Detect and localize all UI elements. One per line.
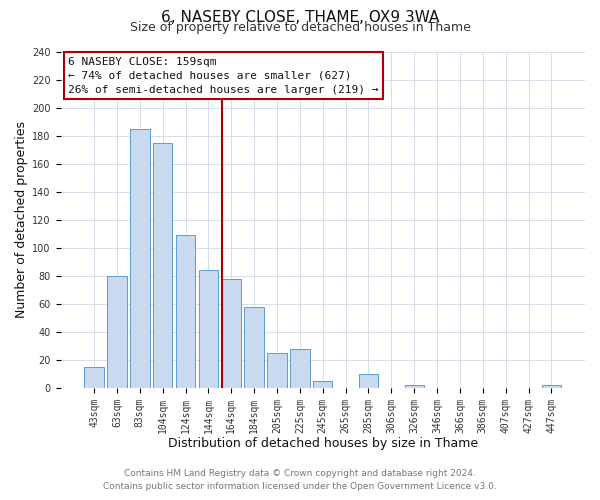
Bar (268, 353, 287, 388)
Bar (153, 142, 172, 388)
Bar (359, 374, 378, 388)
Bar (244, 306, 264, 388)
Bar (542, 385, 561, 388)
Bar (107, 276, 127, 388)
Text: 6, NASEBY CLOSE, THAME, OX9 3WA: 6, NASEBY CLOSE, THAME, OX9 3WA (161, 10, 439, 25)
Bar (85, 367, 104, 388)
Bar (176, 235, 195, 388)
Text: 6 NASEBY CLOSE: 159sqm
← 74% of detached houses are smaller (627)
26% of semi-de: 6 NASEBY CLOSE: 159sqm ← 74% of detached… (68, 56, 379, 94)
X-axis label: Distribution of detached houses by size in Thame: Distribution of detached houses by size … (167, 437, 478, 450)
Text: Size of property relative to detached houses in Thame: Size of property relative to detached ho… (130, 21, 470, 34)
Bar (221, 278, 241, 388)
Text: Contains HM Land Registry data © Crown copyright and database right 2024.
Contai: Contains HM Land Registry data © Crown c… (103, 470, 497, 491)
Bar (199, 270, 218, 388)
Bar (130, 128, 149, 388)
Y-axis label: Number of detached properties: Number of detached properties (15, 121, 28, 318)
Bar (290, 348, 310, 388)
Bar (404, 385, 424, 388)
Bar (313, 381, 332, 388)
